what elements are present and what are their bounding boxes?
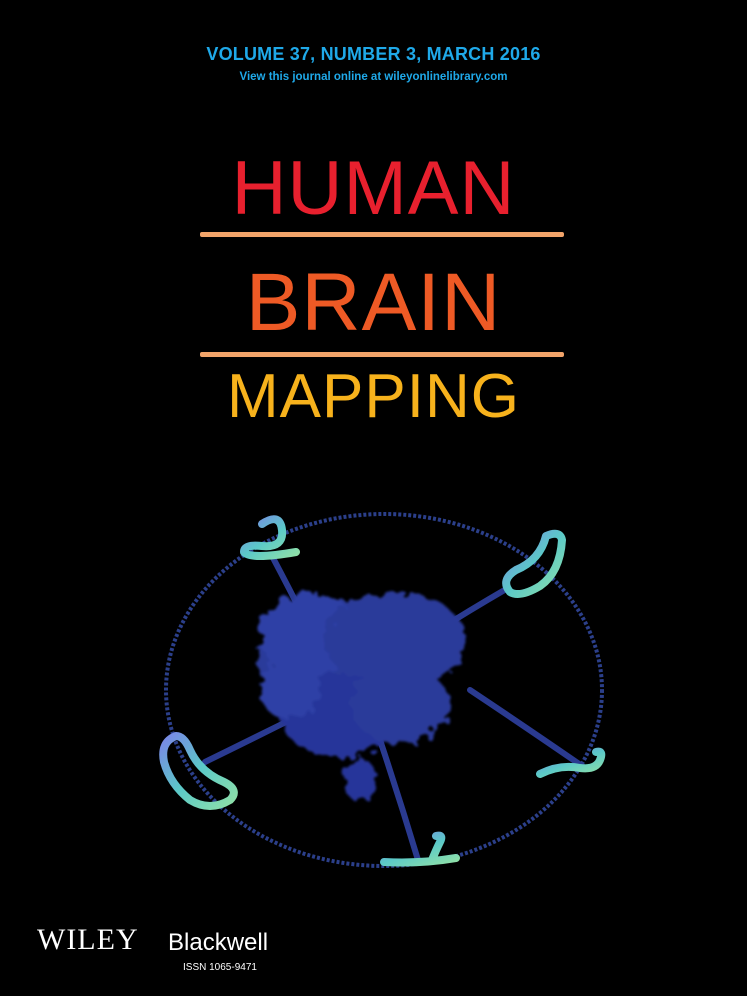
publisher-logo: WILEY: [37, 923, 139, 956]
title-mapping: MAPPING: [227, 362, 520, 431]
title-human: HUMAN: [231, 146, 516, 231]
volume-line: VOLUME 37, NUMBER 3, MARCH 2016: [206, 44, 541, 64]
online-line[interactable]: View this journal online at wileyonlinel…: [239, 71, 508, 83]
issn: ISSN 1065-9471: [183, 962, 257, 973]
brain-cloud-icon: [258, 592, 465, 802]
tube-icon: [159, 515, 606, 867]
title-rule-bottom: [200, 352, 564, 357]
title-brain: BRAIN: [245, 257, 502, 348]
imprint-logo: Blackwell: [168, 929, 269, 956]
title-rule-top: [200, 232, 564, 237]
